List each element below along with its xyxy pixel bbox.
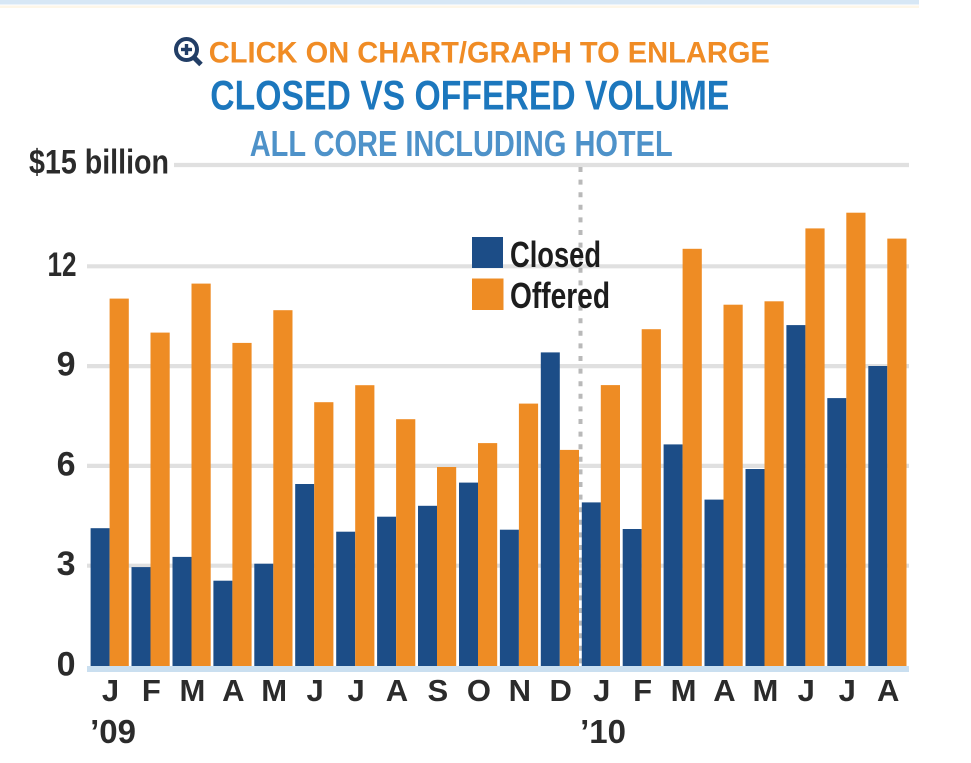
- svg-text:J: J: [839, 673, 856, 708]
- svg-text:A: A: [877, 673, 899, 708]
- svg-text:A: A: [222, 673, 244, 708]
- svg-text:F: F: [142, 673, 161, 708]
- svg-text:M: M: [261, 673, 287, 708]
- svg-text:Offered: Offered: [510, 275, 610, 316]
- svg-text:’09: ’09: [90, 713, 136, 750]
- svg-text:M: M: [671, 673, 697, 708]
- svg-text:J: J: [593, 673, 610, 708]
- svg-text:J: J: [306, 673, 323, 708]
- svg-text:J: J: [798, 673, 815, 708]
- svg-text:ALL CORE INCLUDING HOTEL: ALL CORE INCLUDING HOTEL: [250, 123, 673, 164]
- svg-text:3: 3: [57, 545, 76, 583]
- svg-text:Closed: Closed: [510, 234, 601, 275]
- svg-text:’10: ’10: [580, 713, 626, 750]
- svg-text:A: A: [386, 673, 408, 708]
- svg-text:6: 6: [57, 445, 76, 483]
- svg-text:12: 12: [48, 246, 77, 284]
- svg-text:CLICK ON CHART/GRAPH TO ENLARG: CLICK ON CHART/GRAPH TO ENLARGE: [209, 37, 770, 70]
- svg-text:F: F: [633, 673, 652, 708]
- svg-text:A: A: [713, 673, 735, 708]
- svg-text:0: 0: [57, 646, 76, 684]
- svg-text:M: M: [752, 673, 778, 708]
- svg-text:M: M: [179, 673, 205, 708]
- svg-text:9: 9: [57, 346, 76, 384]
- svg-text:J: J: [347, 673, 364, 708]
- svg-text:O: O: [467, 673, 491, 708]
- svg-text:CLOSED VS OFFERED VOLUME: CLOSED VS OFFERED VOLUME: [210, 72, 729, 119]
- svg-text:$15 billion: $15 billion: [29, 144, 169, 182]
- svg-text:D: D: [550, 673, 572, 708]
- svg-text:N: N: [509, 673, 531, 708]
- svg-text:S: S: [428, 673, 449, 708]
- svg-text:J: J: [102, 673, 119, 708]
